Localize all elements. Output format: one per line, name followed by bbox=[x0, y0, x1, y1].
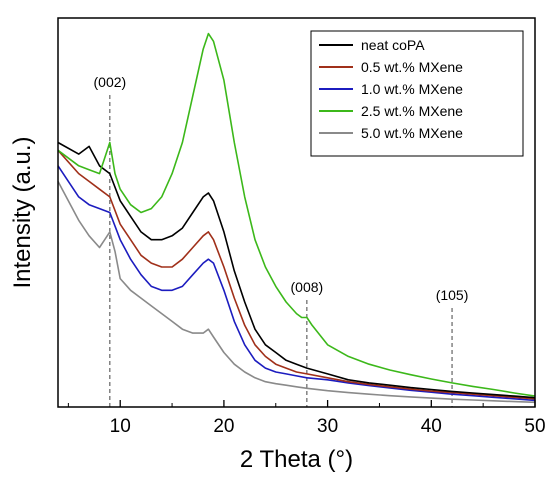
x-axis-ticks: 10 20 30 40 50 bbox=[67, 400, 546, 437]
x-tick-label-30: 30 bbox=[317, 416, 338, 437]
peak-annotations: (002) (008) (105) bbox=[94, 74, 469, 407]
series-line-1 bbox=[57, 149, 536, 400]
legend-box bbox=[310, 30, 524, 157]
legend-label-4: 5.0 wt.% MXene bbox=[361, 125, 463, 141]
annotation-label-1: (008) bbox=[291, 279, 324, 295]
x-tick-label-20: 20 bbox=[213, 416, 234, 437]
x-tick-label-10: 10 bbox=[110, 416, 131, 437]
series-line-2 bbox=[57, 165, 536, 402]
legend: neat coPA 0.5 wt.% MXene 1.0 wt.% MXene 2.5… bbox=[310, 30, 524, 157]
series-lines bbox=[57, 32, 536, 404]
y-axis-title: Intensity (a.u.) bbox=[9, 136, 36, 288]
x-tick-label-40: 40 bbox=[421, 416, 442, 437]
legend-label-3: 2.5 wt.% MXene bbox=[361, 103, 463, 119]
annotation-label-0: (002) bbox=[94, 74, 127, 90]
x-tick-label-50: 50 bbox=[524, 416, 545, 437]
annotation-label-2: (105) bbox=[436, 287, 469, 303]
x-axis-title: 2 Theta (°) bbox=[240, 446, 353, 473]
plot-frame bbox=[57, 17, 536, 408]
legend-label-2: 1.0 wt.% MXene bbox=[361, 81, 463, 97]
legend-label-1: 0.5 wt.% MXene bbox=[361, 59, 463, 75]
series-line-4 bbox=[57, 181, 536, 404]
series-line-3 bbox=[57, 32, 536, 397]
legend-label-0: neat coPA bbox=[361, 37, 425, 53]
series-line-0 bbox=[57, 141, 536, 399]
